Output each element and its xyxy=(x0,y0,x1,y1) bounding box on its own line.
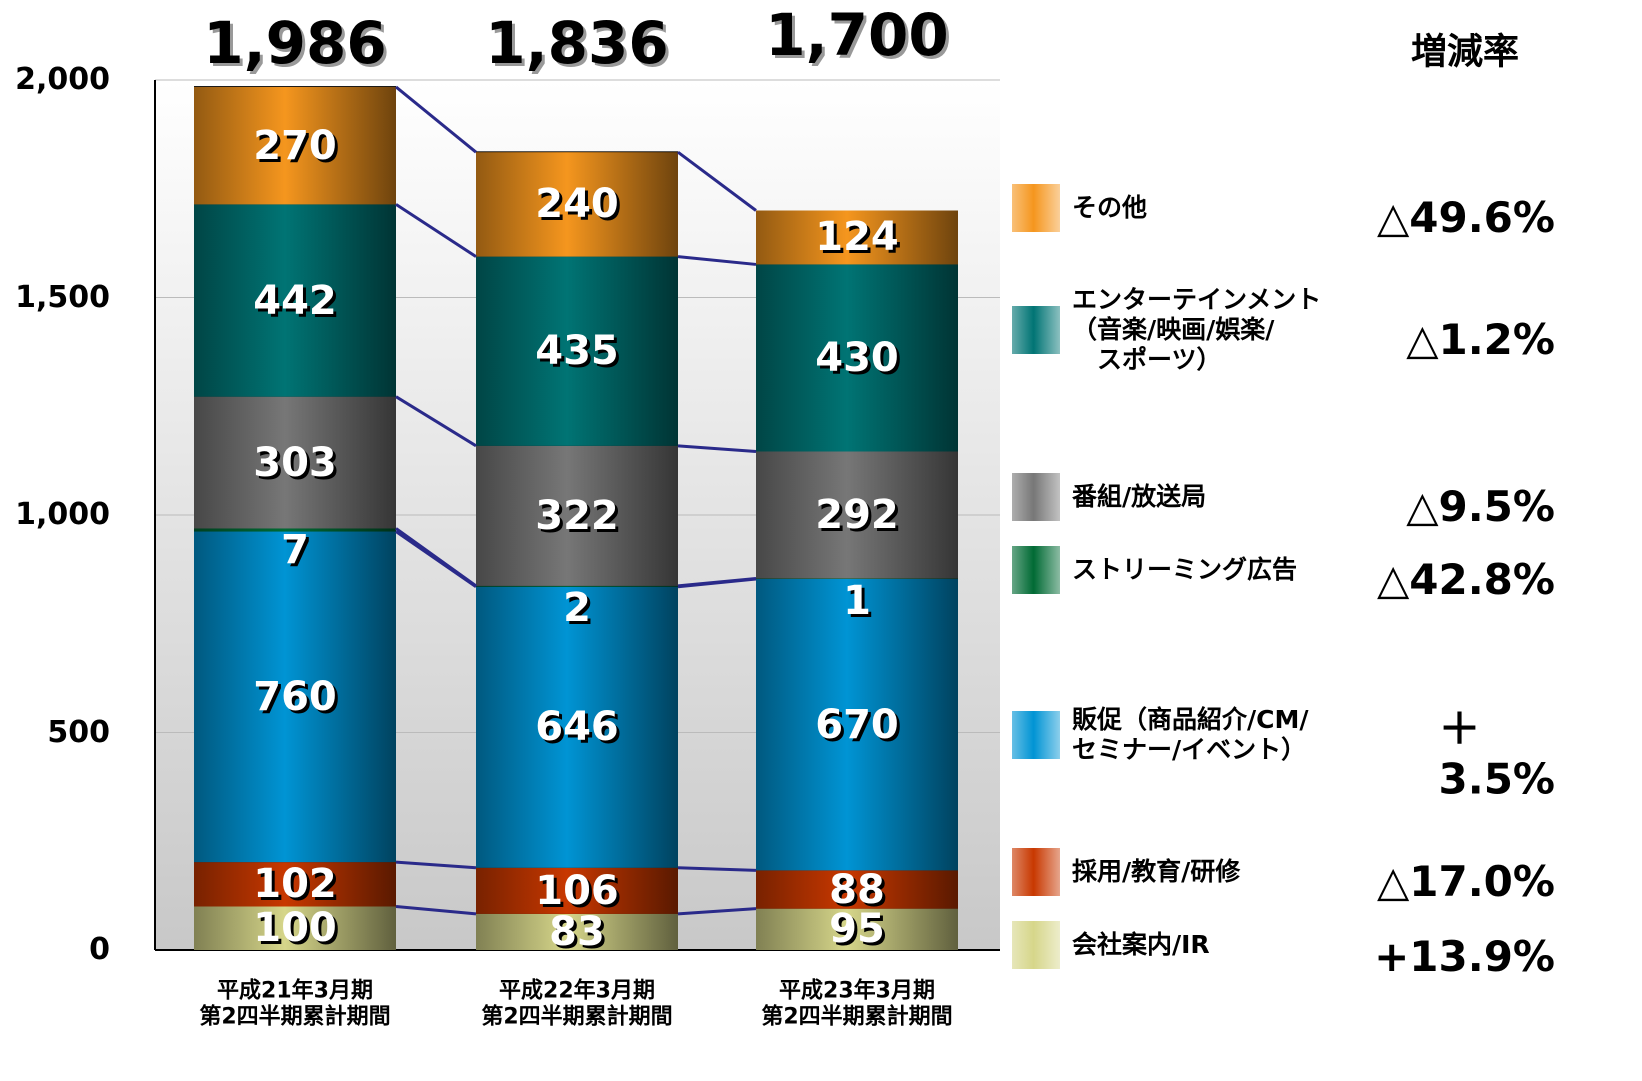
x-tick-label: 平成22年3月期 第2四半期累計期間 xyxy=(481,978,673,1030)
total-label: 1,700 xyxy=(765,1,949,70)
bar-segment xyxy=(756,210,958,265)
value-label: 430 xyxy=(815,334,899,381)
legend-swatch xyxy=(1012,921,1060,969)
connector xyxy=(395,905,477,916)
value-label: 760 xyxy=(253,673,337,720)
connector xyxy=(677,444,757,453)
total-label: 1,986 xyxy=(203,9,387,78)
legend-label: エンターテインメント （音楽/映画/娯楽/ スポーツ） xyxy=(1072,285,1322,374)
value-label: 100 xyxy=(253,905,337,952)
y-tick-label: 500 xyxy=(47,714,110,750)
rate-label: △9.5% xyxy=(1406,481,1555,531)
bar-segment xyxy=(756,908,958,950)
legend-label: その他 xyxy=(1072,193,1148,222)
rate-header: 増減率 xyxy=(1410,31,1520,73)
legend-label: 会社案内/IR xyxy=(1072,930,1210,959)
bar-segment xyxy=(756,870,958,909)
value-label: 124 xyxy=(815,214,899,261)
connector xyxy=(395,395,477,448)
value-label: 2 xyxy=(563,584,591,631)
bar-segment xyxy=(194,396,396,529)
value-label: 270 xyxy=(253,122,337,169)
legend-label: 採用/教育/研修 xyxy=(1072,857,1241,886)
value-label: 240 xyxy=(535,181,619,228)
value-label: 292 xyxy=(815,492,899,538)
value-label: 646 xyxy=(535,704,619,751)
legend-swatch xyxy=(1012,546,1060,594)
rate-label: △1.2% xyxy=(1406,314,1555,364)
connector xyxy=(677,255,757,266)
bar-segment xyxy=(476,585,678,587)
x-tick-label: 平成21年3月期 第2四半期累計期間 xyxy=(199,978,391,1030)
connector xyxy=(677,151,757,212)
legend-label: 番組/放送局 xyxy=(1072,482,1207,511)
value-label: 322 xyxy=(535,492,619,539)
bar-segment xyxy=(756,451,958,579)
connector xyxy=(677,907,757,916)
legend-swatch xyxy=(1012,711,1060,759)
legend-swatch xyxy=(1012,306,1060,354)
y-tick-label: 0 xyxy=(89,932,110,967)
rate-label: +13.9% xyxy=(1374,931,1555,981)
connector xyxy=(395,85,477,154)
connector xyxy=(677,866,757,872)
total-label: 1,836 xyxy=(485,9,669,78)
bar-segment xyxy=(194,862,396,907)
rate-label: ＋3.5% xyxy=(1438,704,1555,804)
value-label: 435 xyxy=(535,328,619,375)
bar-segment xyxy=(756,578,958,871)
rate-label: △42.8% xyxy=(1376,554,1555,604)
rate-label: △49.6% xyxy=(1376,192,1555,242)
value-label: 106 xyxy=(535,867,619,914)
value-label: 1 xyxy=(843,577,871,624)
value-label: 442 xyxy=(253,277,337,324)
bar-segment xyxy=(194,531,396,863)
y-tick-label: 1,000 xyxy=(15,497,110,532)
bar-segment xyxy=(194,204,396,397)
connector xyxy=(395,860,477,870)
legend-swatch xyxy=(1012,473,1060,521)
value-label: 83 xyxy=(549,908,605,955)
connector xyxy=(395,203,477,258)
y-tick-label: 1,500 xyxy=(15,279,110,315)
bar-segment xyxy=(476,913,678,950)
value-label: 303 xyxy=(253,439,337,486)
bar-segment xyxy=(476,586,678,868)
value-label: 670 xyxy=(815,701,899,748)
value-label: 88 xyxy=(829,866,885,913)
bar-segment xyxy=(476,256,678,446)
y-tick-label: 2,000 xyxy=(15,62,110,97)
connector xyxy=(395,527,477,588)
rate-label: △17.0% xyxy=(1376,856,1555,906)
legend-swatch xyxy=(1012,848,1060,896)
bar-segment xyxy=(476,867,678,914)
legend-label: 販促（商品紹介/CM/ セミナー/イベント） xyxy=(1072,705,1309,764)
value-label: 102 xyxy=(253,861,337,908)
value-label: 7 xyxy=(281,527,309,574)
bar-segment xyxy=(756,264,958,452)
connector xyxy=(677,577,757,588)
bar-segment xyxy=(476,152,678,257)
legend-swatch xyxy=(1012,184,1060,232)
value-label: 95 xyxy=(829,906,885,953)
bar-segment xyxy=(194,86,396,205)
bar-segment xyxy=(476,445,678,586)
legend-label: ストリーミング広告 xyxy=(1072,555,1298,584)
bar-segment xyxy=(194,528,396,532)
x-tick-label: 平成23年3月期 第2四半期累計期間 xyxy=(761,978,953,1030)
bar-segment xyxy=(194,906,396,950)
